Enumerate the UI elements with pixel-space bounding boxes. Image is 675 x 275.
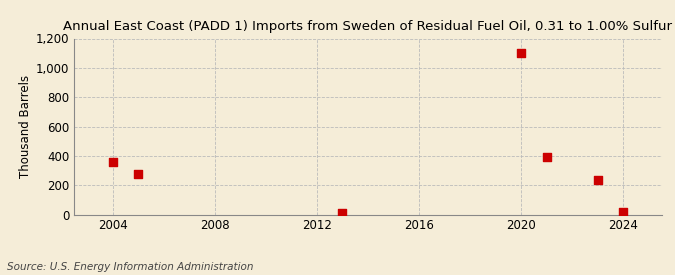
Y-axis label: Thousand Barrels: Thousand Barrels [19,75,32,178]
Point [337,211,348,215]
Point [107,160,118,164]
Point [592,178,603,183]
Text: Source: U.S. Energy Information Administration: Source: U.S. Energy Information Administ… [7,262,253,272]
Point [516,51,526,55]
Point [618,209,628,214]
Point [133,172,144,176]
Point [541,155,552,160]
Title: Annual East Coast (PADD 1) Imports from Sweden of Residual Fuel Oil, 0.31 to 1.0: Annual East Coast (PADD 1) Imports from … [63,20,672,33]
